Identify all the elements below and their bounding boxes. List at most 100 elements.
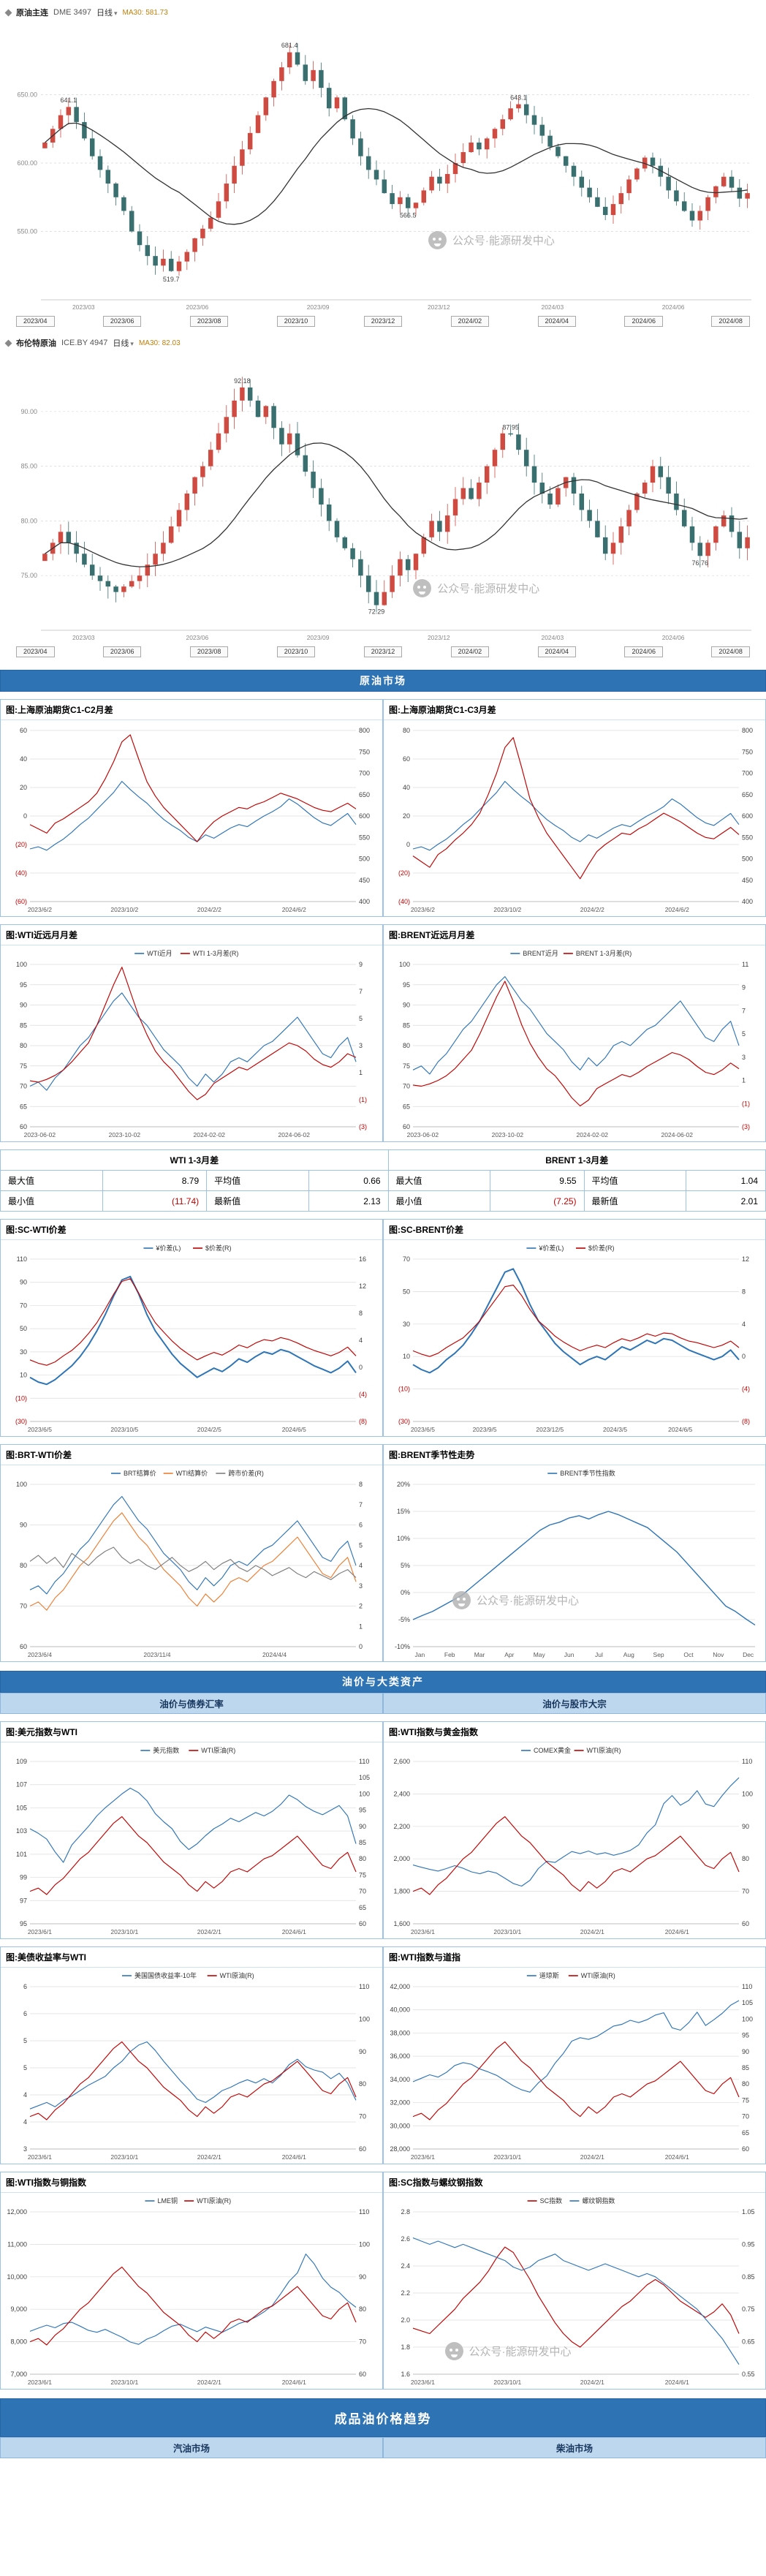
svg-text:2024/6/1: 2024/6/1 [665, 2153, 689, 2161]
svg-text:2024/2/2: 2024/2/2 [197, 906, 221, 913]
svg-text:2023/6/2: 2023/6/2 [28, 906, 52, 913]
svg-text:4: 4 [742, 1321, 746, 1328]
svg-text:70: 70 [359, 1888, 366, 1895]
svg-text:800: 800 [359, 727, 370, 734]
stat-value: 8.79 [102, 1170, 208, 1191]
period-tab[interactable]: 2023/06 [102, 316, 142, 327]
svg-text:2023/03: 2023/03 [72, 634, 95, 641]
period-tab[interactable]: 2024/08 [711, 646, 750, 657]
stat-value: 2.13 [308, 1190, 389, 1212]
svg-text:2024/2/1: 2024/2/1 [197, 1928, 221, 1935]
spread-stats-table: WTI 1-3月差 BRENT 1-3月差 最大值 8.79 平均值 0.66 … [0, 1149, 766, 1212]
instrument-diamond-icon [4, 9, 12, 16]
svg-text:10: 10 [20, 1372, 27, 1379]
period-tab[interactable]: 2024/06 [624, 646, 663, 657]
svg-text:566.5: 566.5 [400, 212, 417, 219]
period-tab[interactable]: 2024/02 [450, 646, 490, 657]
svg-text:85: 85 [20, 1021, 27, 1029]
period-tab[interactable]: 2023/08 [189, 646, 229, 657]
svg-text:COMEX黄金: COMEX黄金 [534, 1746, 571, 1754]
chart-cell-copper-wti: 图:WTI指数与铜指数 12,000 11,000 10,000 9,000 8,000… [0, 2172, 383, 2390]
chart-title: 图:WTI指数与黄金指数 [384, 1722, 765, 1742]
svg-text:¥价差(L): ¥价差(L) [538, 1244, 564, 1252]
svg-text:38,000: 38,000 [390, 2029, 410, 2036]
svg-text:2023/10/1: 2023/10/1 [110, 2379, 138, 2386]
svg-text:7,000: 7,000 [10, 2371, 27, 2378]
svg-text:0.75: 0.75 [742, 2305, 755, 2313]
svg-text:2024/3/5: 2024/3/5 [603, 1426, 627, 1433]
period-tab[interactable]: 2024/08 [711, 316, 750, 327]
line-chart-canvas: 60 40 20 0 (20) (40) (60) 800 750 700 650 600 550 500… [15, 727, 370, 913]
svg-text:2024-06-02: 2024-06-02 [661, 1131, 694, 1138]
svg-text:60: 60 [403, 1123, 410, 1130]
svg-text:7: 7 [359, 988, 363, 995]
svg-text:8,000: 8,000 [10, 2338, 27, 2346]
svg-text:92.18: 92.18 [234, 377, 251, 385]
period-tab[interactable]: 2023/10 [276, 646, 316, 657]
period-tab[interactable]: 2024/04 [537, 316, 577, 327]
svg-text:2023/6/1: 2023/6/1 [28, 1928, 52, 1935]
svg-text:2024/6/1: 2024/6/1 [282, 2379, 306, 2386]
period-tab[interactable]: 2023/08 [189, 316, 229, 327]
period-tab[interactable]: 2024/02 [450, 316, 490, 327]
svg-text:100: 100 [16, 961, 27, 968]
line-chart-canvas: 2.8 2.6 2.4 2.2 2.0 1.8 1.6 1.05 0.95 0.85 0.75 0.6… [401, 2197, 755, 2386]
candle-toolbar: 布伦特原油 ICE.BY 4947 日线 MA30: 82.03 [4, 335, 760, 351]
subheader-equity-commodity: 油价与股市大宗 [383, 1693, 766, 1714]
contract-tab-row: 2023/04 2023/06 2023/08 2023/10 2023/12 2024/… [6, 313, 760, 329]
svg-text:2024/03: 2024/03 [541, 634, 564, 641]
report-page: 原油主连 DME 3497 日线 MA30: 581.73 650.00600.… [0, 0, 766, 2471]
svg-text:519.7: 519.7 [163, 276, 180, 283]
chart-title: 图:WTI近远月月差 [1, 925, 382, 945]
svg-text:-10%: -10% [395, 1643, 410, 1650]
chart-title: 图:SC-BRENT价差 [384, 1220, 765, 1240]
svg-text:(8): (8) [742, 1418, 750, 1425]
svg-text:2023/6/5: 2023/6/5 [411, 1426, 435, 1433]
period-tab[interactable]: 2023/04 [16, 316, 55, 327]
subheader-gasoline-market: 汽油市场 [0, 2437, 383, 2458]
svg-text:2.6: 2.6 [401, 2235, 410, 2243]
period-tab[interactable]: 2023/04 [16, 646, 55, 657]
svg-text:2024/2/1: 2024/2/1 [197, 2379, 221, 2386]
svg-text:WTI近月: WTI近月 [147, 949, 172, 957]
line-chart-canvas: 100 90 80 70 60 8 7 6 5 4 3 2 1 0 2023/6/4 2023/11/4 202… [16, 1469, 363, 1658]
svg-text:9: 9 [359, 961, 363, 968]
svg-text:2024/6/5: 2024/6/5 [282, 1426, 306, 1433]
period-tab[interactable]: 2023/10 [276, 316, 316, 327]
svg-text:60: 60 [359, 2145, 366, 2153]
period-tab[interactable]: 2023/12 [363, 646, 403, 657]
svg-text:5%: 5% [401, 1562, 410, 1569]
stat-value: 0.66 [308, 1170, 389, 1191]
svg-text:3: 3 [23, 2145, 27, 2153]
svg-text:5: 5 [359, 1541, 363, 1549]
svg-text:2024/06: 2024/06 [662, 303, 685, 311]
svg-text:7: 7 [742, 1007, 746, 1014]
period-tab[interactable]: 2024/06 [624, 316, 663, 327]
svg-text:40: 40 [403, 784, 410, 791]
svg-text:0: 0 [23, 812, 27, 820]
svg-text:2024/4/4: 2024/4/4 [262, 1651, 287, 1658]
svg-text:90: 90 [20, 1522, 27, 1529]
period-tab[interactable]: 2024/04 [537, 646, 577, 657]
period-dropdown[interactable]: 日线 [113, 337, 134, 349]
section-header-refined-products: 成品油价格趋势 [0, 2398, 766, 2437]
svg-text:2.8: 2.8 [401, 2208, 410, 2216]
svg-text:1.6: 1.6 [401, 2371, 410, 2378]
svg-text:(10): (10) [398, 1386, 410, 1393]
svg-text:2023/10/1: 2023/10/1 [493, 1928, 521, 1935]
svg-text:80.00: 80.00 [20, 517, 37, 524]
svg-text:20%: 20% [397, 1481, 410, 1488]
chart-title: 图:美元指数与WTI [1, 1722, 382, 1742]
period-tab[interactable]: 2023/12 [363, 316, 403, 327]
svg-text:12: 12 [359, 1283, 366, 1290]
svg-text:105: 105 [16, 1804, 27, 1811]
period-dropdown[interactable]: 日线 [96, 7, 118, 18]
svg-text:450: 450 [742, 877, 753, 884]
svg-text:100: 100 [16, 1481, 27, 1488]
macro-subheaders: 油价与债券汇率 油价与股市大宗 [0, 1693, 766, 1714]
chart-title: 图:WTI指数与铜指数 [1, 2172, 382, 2193]
svg-text:2024-06-02: 2024-06-02 [278, 1131, 311, 1138]
period-tab[interactable]: 2023/06 [102, 646, 142, 657]
instrument-diamond-icon [4, 339, 12, 347]
svg-text:2023/6/1: 2023/6/1 [28, 2153, 52, 2161]
